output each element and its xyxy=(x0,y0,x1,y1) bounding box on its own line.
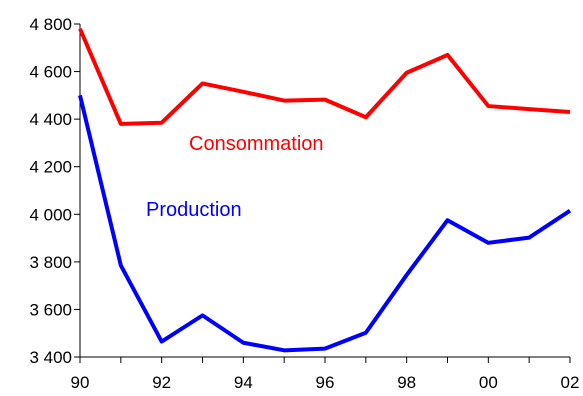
series-label-consommation: Consommation xyxy=(189,133,324,155)
x-tick-label: 02 xyxy=(561,373,580,392)
y-tick-label: 4 000 xyxy=(29,205,72,224)
y-tick-label: 3 400 xyxy=(29,348,72,367)
y-tick-label: 3 800 xyxy=(29,253,72,272)
x-tick-label: 96 xyxy=(316,373,335,392)
y-tick-label: 3 600 xyxy=(29,300,72,319)
y-tick-label: 4 400 xyxy=(29,110,72,129)
y-axis: 3 400 3 600 3 800 4 000 4 200 4 400 4 600 4 800 xyxy=(29,15,81,367)
x-tick-label: 00 xyxy=(479,373,498,392)
y-tick-label: 4 200 xyxy=(29,158,72,177)
x-tick-label: 94 xyxy=(234,373,253,392)
x-axis: 90 92 94 96 98 00 02 xyxy=(71,356,580,392)
y-tick-label: 4 600 xyxy=(29,63,72,82)
y-tick-label: 4 800 xyxy=(29,15,72,34)
series-label-production: Production xyxy=(146,199,242,221)
series-lines xyxy=(78,27,572,353)
series-line-production xyxy=(78,94,572,353)
x-tick-label: 90 xyxy=(71,373,90,392)
series-line-consommation xyxy=(78,27,571,126)
x-tick-label: 98 xyxy=(397,373,416,392)
x-tick-label: 92 xyxy=(152,373,171,392)
